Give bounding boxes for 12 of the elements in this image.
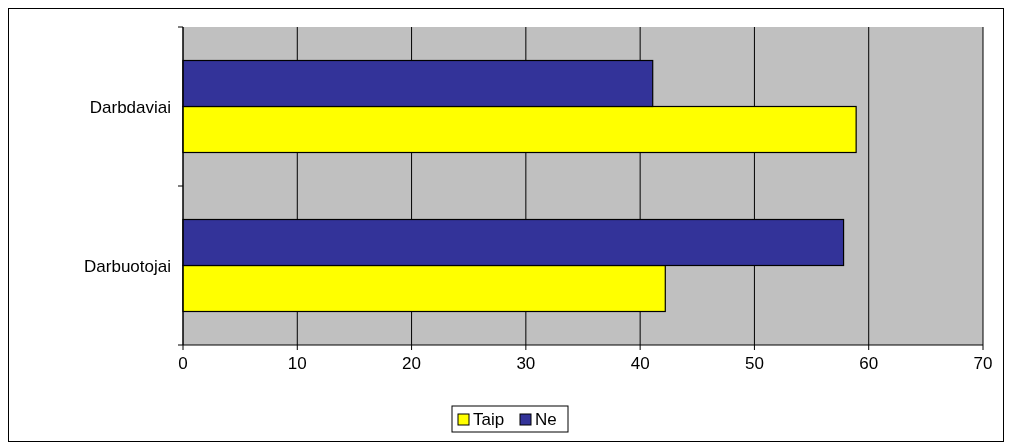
x-tick-label: 0: [178, 354, 188, 373]
legend-label: Taip: [473, 410, 505, 429]
y-tick-label: Darbuotojai: [84, 256, 171, 276]
y-tick-label: Darbdaviai: [89, 97, 171, 117]
legend-label: Ne: [535, 410, 557, 429]
x-tick-label: 50: [744, 354, 764, 373]
x-tick-label: 30: [516, 354, 536, 373]
x-tick-label: 40: [630, 354, 650, 373]
x-tick-label: 60: [859, 354, 879, 373]
x-tick-label: 70: [973, 354, 993, 373]
x-tick-label: 10: [287, 354, 307, 373]
x-tick-label: 20: [402, 354, 422, 373]
